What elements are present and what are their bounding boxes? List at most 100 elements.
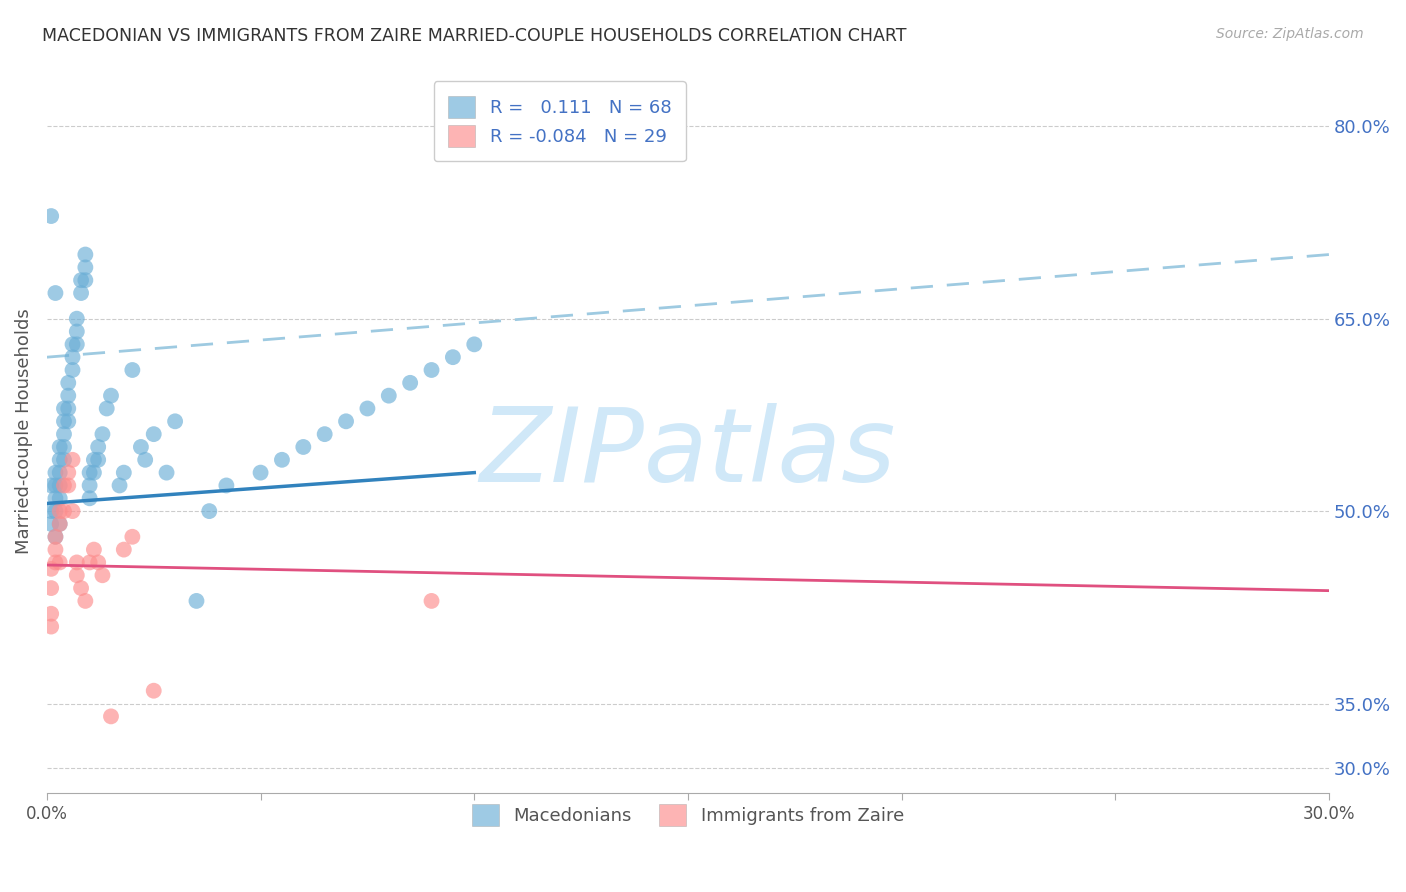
Point bbox=[420, 594, 443, 608]
Point bbox=[356, 401, 378, 416]
Point bbox=[142, 683, 165, 698]
Point bbox=[91, 427, 114, 442]
Point bbox=[48, 440, 70, 454]
Point bbox=[44, 504, 66, 518]
Point bbox=[70, 286, 93, 301]
Point bbox=[215, 478, 238, 492]
Y-axis label: Married-couple Households: Married-couple Households bbox=[15, 308, 32, 554]
Point bbox=[48, 504, 70, 518]
Point bbox=[142, 427, 165, 442]
Legend: Macedonians, Immigrants from Zaire: Macedonians, Immigrants from Zaire bbox=[463, 795, 912, 835]
Point bbox=[83, 466, 105, 480]
Point bbox=[108, 478, 131, 492]
Point bbox=[83, 542, 105, 557]
Point bbox=[100, 389, 122, 403]
Point bbox=[79, 466, 101, 480]
Point bbox=[70, 581, 93, 595]
Point bbox=[58, 401, 80, 416]
Point bbox=[53, 478, 76, 492]
Point bbox=[62, 337, 84, 351]
Point bbox=[58, 414, 80, 428]
Point bbox=[44, 556, 66, 570]
Point bbox=[48, 516, 70, 531]
Point bbox=[66, 325, 89, 339]
Point bbox=[53, 401, 76, 416]
Point bbox=[62, 452, 84, 467]
Point bbox=[165, 414, 187, 428]
Point bbox=[87, 556, 110, 570]
Point bbox=[53, 414, 76, 428]
Point bbox=[335, 414, 357, 428]
Point bbox=[39, 209, 62, 223]
Point bbox=[83, 452, 105, 467]
Point bbox=[292, 440, 315, 454]
Point bbox=[53, 440, 76, 454]
Point bbox=[66, 311, 89, 326]
Point bbox=[39, 562, 62, 576]
Point bbox=[249, 466, 271, 480]
Point bbox=[271, 452, 294, 467]
Point bbox=[378, 389, 401, 403]
Point bbox=[48, 491, 70, 506]
Point bbox=[62, 350, 84, 364]
Point bbox=[53, 427, 76, 442]
Point bbox=[44, 466, 66, 480]
Text: MACEDONIAN VS IMMIGRANTS FROM ZAIRE MARRIED-COUPLE HOUSEHOLDS CORRELATION CHART: MACEDONIAN VS IMMIGRANTS FROM ZAIRE MARR… bbox=[42, 27, 907, 45]
Point bbox=[87, 440, 110, 454]
Point bbox=[66, 337, 89, 351]
Point bbox=[48, 556, 70, 570]
Point bbox=[44, 530, 66, 544]
Point bbox=[39, 516, 62, 531]
Point bbox=[79, 556, 101, 570]
Point bbox=[96, 401, 118, 416]
Point bbox=[44, 478, 66, 492]
Point bbox=[75, 260, 97, 275]
Point bbox=[463, 337, 485, 351]
Point bbox=[198, 504, 221, 518]
Point bbox=[79, 491, 101, 506]
Point bbox=[129, 440, 152, 454]
Point bbox=[100, 709, 122, 723]
Point bbox=[44, 286, 66, 301]
Point bbox=[39, 607, 62, 621]
Point bbox=[79, 478, 101, 492]
Point bbox=[44, 542, 66, 557]
Point bbox=[134, 452, 156, 467]
Point bbox=[53, 452, 76, 467]
Point bbox=[58, 389, 80, 403]
Point bbox=[48, 466, 70, 480]
Point bbox=[155, 466, 177, 480]
Point bbox=[70, 273, 93, 287]
Point bbox=[186, 594, 208, 608]
Point bbox=[399, 376, 422, 390]
Point bbox=[48, 516, 70, 531]
Point bbox=[39, 581, 62, 595]
Point bbox=[48, 478, 70, 492]
Point bbox=[75, 594, 97, 608]
Point bbox=[62, 504, 84, 518]
Point bbox=[441, 350, 464, 364]
Point bbox=[58, 466, 80, 480]
Text: ZIPatlas: ZIPatlas bbox=[479, 402, 896, 503]
Point bbox=[44, 491, 66, 506]
Point bbox=[62, 363, 84, 377]
Point bbox=[112, 542, 135, 557]
Point bbox=[66, 568, 89, 582]
Point bbox=[48, 452, 70, 467]
Point bbox=[121, 363, 143, 377]
Point bbox=[53, 504, 76, 518]
Point bbox=[66, 556, 89, 570]
Point bbox=[121, 530, 143, 544]
Point bbox=[314, 427, 336, 442]
Point bbox=[58, 478, 80, 492]
Point bbox=[112, 466, 135, 480]
Point bbox=[75, 247, 97, 261]
Point bbox=[39, 478, 62, 492]
Point bbox=[91, 568, 114, 582]
Point bbox=[420, 363, 443, 377]
Point bbox=[75, 273, 97, 287]
Text: Source: ZipAtlas.com: Source: ZipAtlas.com bbox=[1216, 27, 1364, 41]
Point bbox=[58, 376, 80, 390]
Point bbox=[39, 504, 62, 518]
Point bbox=[39, 619, 62, 633]
